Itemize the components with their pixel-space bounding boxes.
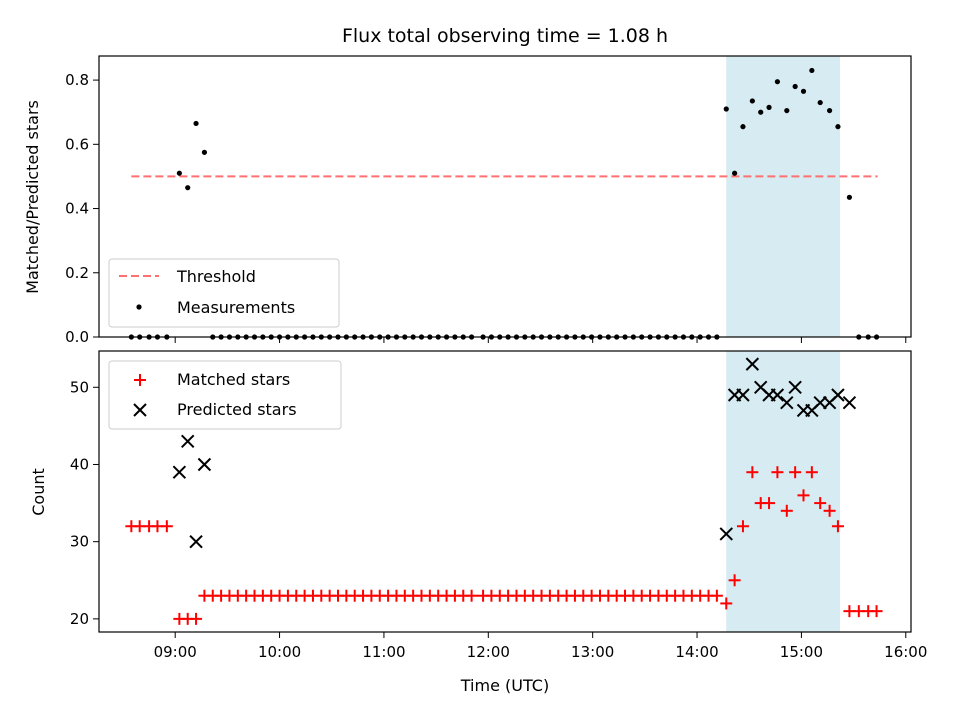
- y-tick-label: 0.8: [65, 71, 89, 89]
- measurement-point: [792, 83, 798, 90]
- matched-point: [763, 497, 776, 510]
- top-legend: Threshold Measurements: [108, 258, 340, 328]
- y-tick-label: 0.4: [65, 200, 89, 218]
- measurement-point: [809, 67, 815, 74]
- measurement-point: [774, 79, 781, 85]
- top-legend-box: [108, 258, 340, 328]
- matched-series: [125, 466, 883, 625]
- predicted-point: [780, 396, 794, 410]
- matched-point: [823, 504, 836, 517]
- bottom-y-axis: 20 30 40 50: [70, 378, 99, 628]
- figure-title: Flux total observing time = 1.08 h: [342, 25, 668, 47]
- matched-point: [870, 605, 883, 618]
- measurement-point: [817, 99, 823, 106]
- matched-point: [465, 589, 478, 602]
- measurement-point: [758, 109, 764, 115]
- measurement-point: [800, 88, 807, 94]
- top-panel: 0.00.20.40.60.8 Matched/Predicted stars …: [23, 55, 912, 346]
- bottom-legend-box: [108, 360, 342, 430]
- measurement-point: [835, 124, 841, 130]
- x-tick-label: 11:00: [362, 643, 405, 661]
- measurement-point: [732, 170, 738, 176]
- top-y-axis-label: Matched/Predicted stars: [23, 100, 42, 294]
- y-tick-label: 0.6: [65, 135, 89, 153]
- x-tick-label: 13:00: [571, 643, 614, 661]
- predicted-point: [181, 434, 195, 449]
- predicted-point: [172, 465, 187, 479]
- legend-threshold-label: Threshold: [176, 267, 256, 286]
- x-tick-label: 16:00: [884, 643, 927, 661]
- predicted-point: [189, 534, 203, 549]
- matched-point: [789, 466, 802, 479]
- x-tick-label: 10:00: [258, 643, 301, 661]
- predicted-point: [770, 388, 785, 402]
- measurement-point: [201, 149, 208, 155]
- matched-point: [831, 520, 844, 533]
- top-plot-frame: [98, 55, 912, 338]
- measurement-point: [185, 185, 191, 191]
- predicted-point: [831, 388, 845, 402]
- measurement-point: [766, 104, 772, 110]
- y-tick-label: 0.0: [65, 328, 89, 346]
- top-shaded-span: [726, 56, 841, 337]
- legend-matched-label: Matched stars: [177, 370, 290, 389]
- y-tick-label: 50: [70, 378, 89, 396]
- matched-point: [160, 520, 173, 533]
- x-tick-label: 12:00: [467, 643, 510, 661]
- measurement-point: [846, 194, 853, 200]
- measurement-point: [740, 124, 746, 130]
- legend-measurements-swatch: [136, 304, 142, 310]
- predicted-point: [736, 388, 750, 402]
- predicted-point: [719, 527, 733, 541]
- matched-point: [780, 504, 793, 517]
- x-tick-label: 14:00: [675, 643, 718, 661]
- measurement-point: [723, 106, 729, 112]
- measurement-point: [193, 120, 199, 127]
- measurement-point: [176, 170, 182, 176]
- matched-point: [746, 466, 759, 479]
- predicted-point: [197, 457, 212, 472]
- x-tick-label: 09:00: [154, 643, 197, 661]
- predicted-series: [172, 357, 857, 549]
- measurement-point: [784, 107, 790, 114]
- legend-predicted-swatch: [133, 403, 147, 417]
- bottom-panel: 20 30 40 50 09:00 10:00 11:00 12:00 13:00 14:00 1…: [29, 350, 927, 695]
- legend-matched-swatch: [134, 374, 146, 386]
- x-axis-label: Time (UTC): [460, 676, 549, 695]
- bottom-shaded-span: [726, 351, 841, 632]
- top-y-axis: 0.0 0.2 0.4 0.6 0.8: [65, 71, 99, 346]
- matched-point: [805, 466, 818, 479]
- matched-point: [814, 497, 827, 510]
- y-tick-label: 0.2: [65, 264, 89, 282]
- y-tick-label: 40: [70, 455, 89, 473]
- bottom-plot-frame: [98, 350, 912, 633]
- bottom-x-axis: 09:00 10:00 11:00 12:00 13:00 14:00 15:00 16:00: [154, 632, 927, 661]
- measurement-point: [826, 107, 833, 114]
- legend-measurements-label: Measurements: [177, 298, 295, 317]
- matched-point: [710, 589, 723, 602]
- legend-predicted-label: Predicted stars: [177, 400, 297, 419]
- y-tick-label: 20: [70, 610, 89, 628]
- matched-point: [728, 574, 741, 587]
- measurement-point: [749, 98, 755, 104]
- bottom-y-axis-label: Count: [29, 468, 48, 516]
- bottom-legend: Matched stars Predicted stars: [108, 360, 342, 430]
- predicted-point: [842, 396, 857, 410]
- y-tick-label: 30: [70, 533, 89, 551]
- x-tick-label: 15:00: [780, 643, 823, 661]
- matched-point: [771, 466, 784, 479]
- matched-point: [736, 520, 749, 533]
- predicted-point: [745, 357, 760, 371]
- predicted-point: [788, 380, 802, 394]
- matched-point: [720, 597, 733, 610]
- matched-point: [190, 612, 203, 625]
- matched-point: [797, 489, 810, 502]
